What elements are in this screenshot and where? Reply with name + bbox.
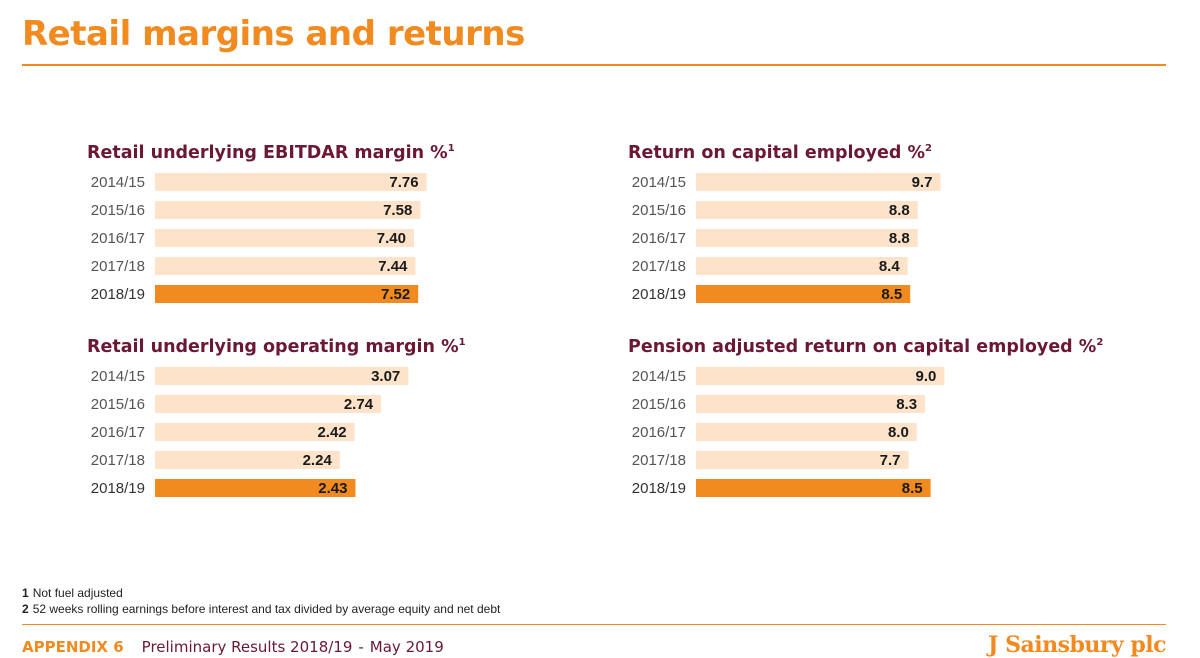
- bar-chart-svg: 2014/15 9.0 2015/16 8.3 2016/17 8.0 2017/18 7.7…: [632, 367, 945, 497]
- title-divider: [22, 64, 1166, 66]
- chart-title-text: Retail underlying operating margin %: [87, 337, 459, 357]
- category-label: 2016/17: [632, 424, 686, 441]
- value-label: 2.42: [317, 424, 346, 441]
- bar: [696, 479, 931, 497]
- value-label: 8.8: [889, 230, 910, 247]
- bar-chart-svg: 2014/15 3.07 2015/16 2.74 2016/17 2.42 2017/18…: [91, 367, 409, 497]
- category-label: 2014/15: [632, 368, 686, 385]
- value-label: 7.58: [383, 202, 412, 219]
- value-label: 3.07: [371, 368, 400, 385]
- bar: [155, 201, 421, 219]
- bar: [696, 285, 911, 303]
- bar: [696, 451, 909, 469]
- chart-title-text: Pension adjusted return on capital emplo…: [628, 337, 1097, 357]
- value-label: 7.44: [378, 258, 408, 275]
- footer-doc-title: Preliminary Results 2018/19: [141, 638, 353, 656]
- footnote-1: 1 Not fuel adjusted: [22, 586, 123, 600]
- footnote-marker: 2: [1096, 337, 1104, 349]
- bar: [155, 451, 340, 469]
- bar: [696, 423, 917, 441]
- chart-title: Pension adjusted return on capital emplo…: [628, 337, 1103, 357]
- value-label: 2.43: [318, 480, 347, 497]
- footnotes: 1 Not fuel adjusted 2 52 weeks rolling ear…: [22, 585, 500, 617]
- appendix-label: APPENDIX 6: [22, 638, 124, 656]
- bar: [155, 479, 356, 497]
- value-label: 8.0: [888, 424, 909, 441]
- category-label: 2018/19: [91, 480, 145, 497]
- category-label: 2016/17: [91, 230, 145, 247]
- category-label: 2018/19: [632, 286, 686, 303]
- value-label: 7.76: [389, 174, 418, 191]
- category-label: 2014/15: [91, 368, 145, 385]
- page-title: Retail margins and returns: [22, 14, 525, 54]
- value-label: 7.7: [880, 452, 901, 469]
- chart-title: Retail underlying EBITDAR margin %1: [87, 143, 455, 163]
- value-label: 7.40: [377, 230, 406, 247]
- bar: [696, 395, 926, 413]
- footnote-marker: 2: [924, 143, 932, 155]
- value-label: 9.7: [912, 174, 933, 191]
- bar: [155, 173, 427, 191]
- value-label: 2.24: [303, 452, 333, 469]
- bar-chart-svg: 2014/15 9.7 2015/16 8.8 2016/17 8.8 2017/18 8.4…: [632, 173, 941, 303]
- category-label: 2015/16: [632, 396, 686, 413]
- footnote-2: 2 52 weeks rolling earnings before intere…: [22, 602, 501, 616]
- bar: [155, 257, 416, 275]
- bar: [696, 229, 918, 247]
- category-label: 2015/16: [91, 396, 145, 413]
- category-label: 2017/18: [91, 258, 145, 275]
- brand-logo: J Sainsbury plc: [988, 632, 1167, 658]
- category-label: 2017/18: [91, 452, 145, 469]
- value-label: 9.0: [916, 368, 937, 385]
- footnote-marker: 1: [447, 143, 455, 155]
- footer-separator: -: [358, 638, 364, 656]
- category-label: 2018/19: [91, 286, 145, 303]
- chart-title-text: Retail underlying EBITDAR margin %: [87, 143, 448, 163]
- bar: [696, 173, 941, 191]
- value-label: 7.52: [381, 286, 410, 303]
- bar: [155, 229, 414, 247]
- value-label: 2.74: [344, 396, 374, 413]
- footnote-marker: 1: [458, 337, 466, 349]
- category-label: 2016/17: [91, 424, 145, 441]
- value-label: 8.5: [902, 480, 923, 497]
- value-label: 8.5: [881, 286, 902, 303]
- value-label: 8.3: [896, 396, 917, 413]
- bar: [155, 285, 419, 303]
- category-label: 2017/18: [632, 258, 686, 275]
- bar: [696, 201, 918, 219]
- category-label: 2014/15: [632, 174, 686, 191]
- bar-chart-svg: 2014/15 7.76 2015/16 7.58 2016/17 7.40 2017/18…: [91, 173, 427, 303]
- bar: [155, 395, 382, 413]
- category-label: 2017/18: [632, 452, 686, 469]
- value-label: 8.8: [889, 202, 910, 219]
- bar: [696, 367, 945, 385]
- chart-title-text: Return on capital employed %: [628, 143, 925, 163]
- category-label: 2014/15: [91, 174, 145, 191]
- bar: [155, 423, 355, 441]
- category-label: 2016/17: [632, 230, 686, 247]
- category-label: 2015/16: [632, 202, 686, 219]
- category-label: 2018/19: [632, 480, 686, 497]
- category-label: 2015/16: [91, 202, 145, 219]
- footer-divider: [22, 624, 1166, 625]
- chart-title: Retail underlying operating margin %1: [87, 337, 466, 357]
- value-label: 8.4: [879, 258, 901, 275]
- footer: APPENDIX 6 Preliminary Results 2018/19- Ma…: [22, 638, 444, 656]
- footer-date: May 2019: [369, 638, 444, 656]
- bar: [155, 367, 409, 385]
- chart-title: Return on capital employed %2: [628, 143, 932, 163]
- bar: [696, 257, 908, 275]
